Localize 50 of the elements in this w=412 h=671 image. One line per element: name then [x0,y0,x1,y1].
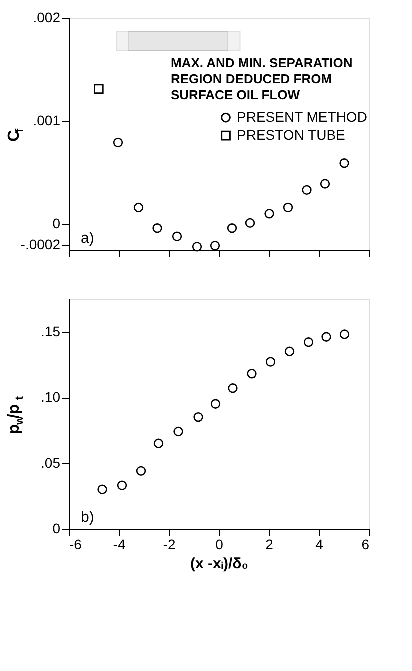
point [227,224,238,234]
point [134,202,144,213]
annotation: a) [81,230,94,247]
x-tick-label: 0 [216,536,224,552]
y-tick-label: .05 [41,454,61,471]
point [136,466,146,476]
legend-label: PRESTON TUBE [237,126,346,143]
legend-label: PRESENT METHOD [237,108,368,125]
y-tick-label: -.0002 [20,236,61,252]
point [245,218,256,228]
y-tick-label: .002 [33,10,61,26]
point [210,241,220,251]
x-axis-title: (x -xᵢ)/δ₀ [190,556,248,572]
point [228,384,238,394]
y-tick-label: 0 [52,216,61,232]
x-tick-label: -2 [163,536,176,552]
point [152,224,162,234]
point [210,399,221,409]
x-tick-label: 4 [316,536,324,552]
x-tick-label: -4 [113,536,126,552]
point [117,480,128,490]
point [172,232,182,242]
point [192,242,202,252]
point [174,426,184,437]
annotation: b) [81,509,94,526]
point [154,438,164,448]
point [283,202,294,213]
point [113,138,124,148]
point [98,484,108,494]
y-tick-label: .10 [41,389,61,406]
point [302,185,312,196]
y-axis-title: Cf [6,128,26,142]
x-tick-label: -6 [70,536,82,552]
point [264,209,274,219]
point [94,84,104,94]
point [304,338,314,348]
annotation: MAX. AND MIN. SEPARATION REGION DEDUCED FROM SURFACE OIL FLOW [171,55,353,102]
point [194,412,204,422]
point [266,357,276,367]
x-tick-label: 2 [266,536,274,552]
point [340,158,350,168]
point [247,369,257,379]
y-tick-label: 0 [52,520,61,536]
point [284,346,295,356]
y-tick-label: .15 [41,323,61,340]
x-tick-label: 6 [362,536,370,552]
point [320,179,330,189]
point [322,332,332,342]
y-tick-label: .001 [33,112,61,129]
point [340,330,350,340]
